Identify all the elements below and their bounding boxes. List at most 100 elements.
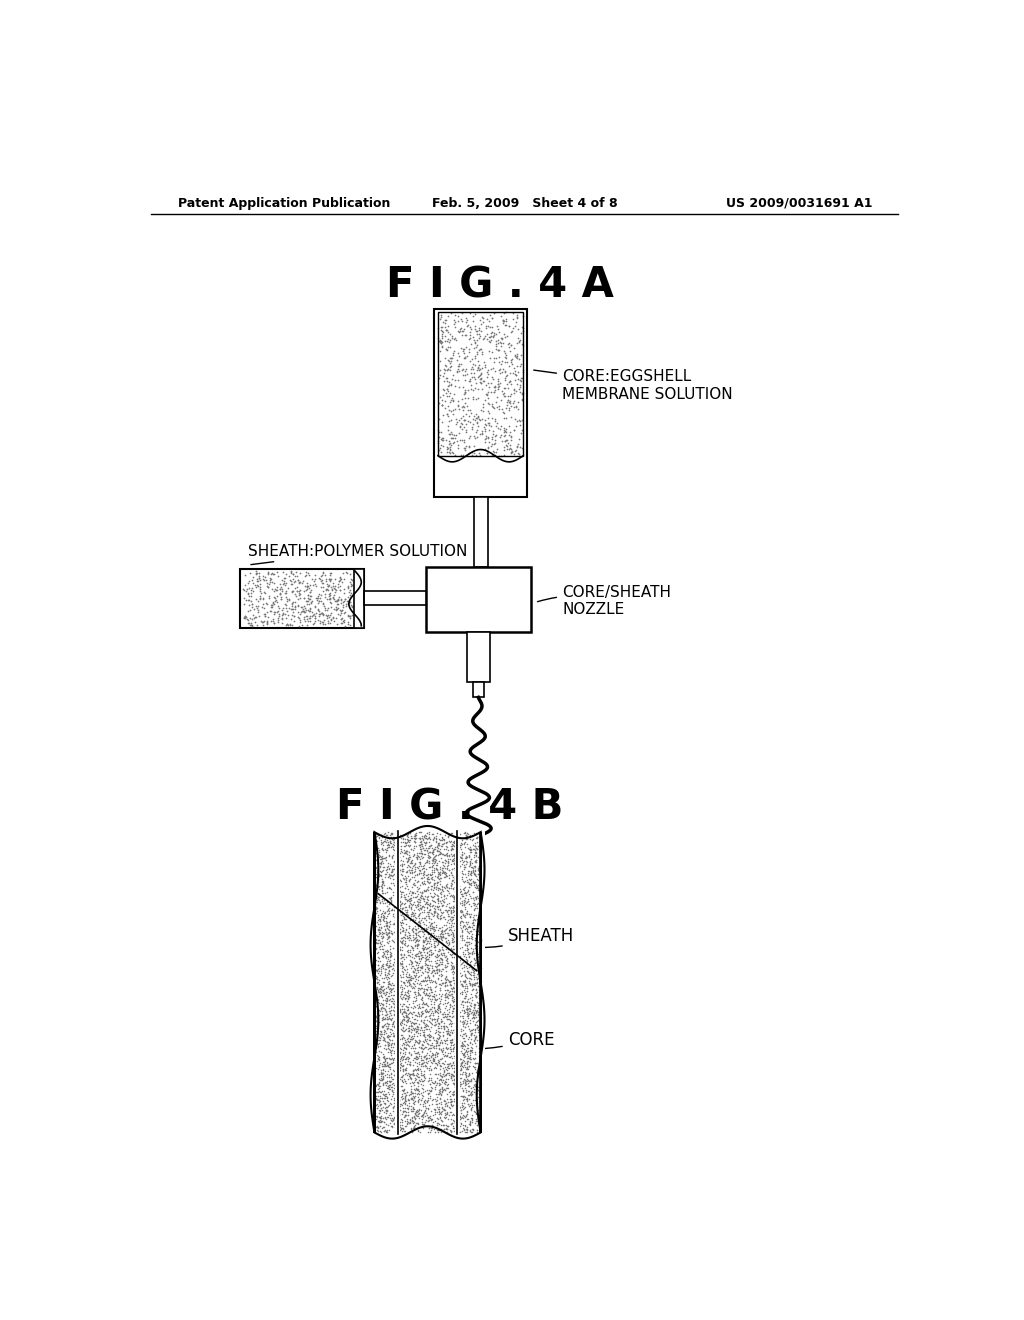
- Point: [435, 895, 452, 916]
- Point: [382, 1010, 398, 1031]
- Point: [401, 966, 418, 987]
- Point: [461, 933, 477, 954]
- Point: [377, 1106, 393, 1127]
- Point: [475, 393, 492, 414]
- Point: [466, 855, 482, 876]
- Point: [377, 1107, 393, 1129]
- Point: [454, 325, 470, 346]
- Point: [384, 1085, 400, 1106]
- Point: [446, 1073, 463, 1094]
- Point: [371, 1022, 387, 1043]
- Point: [394, 867, 411, 888]
- Point: [368, 932, 384, 953]
- Point: [389, 833, 406, 854]
- Point: [443, 923, 460, 944]
- Point: [406, 948, 422, 969]
- Point: [421, 826, 437, 847]
- Point: [457, 857, 473, 878]
- Point: [422, 1081, 438, 1102]
- Point: [378, 1102, 394, 1123]
- Point: [431, 830, 447, 851]
- Point: [419, 1105, 435, 1126]
- Point: [459, 396, 475, 417]
- Point: [471, 1084, 487, 1105]
- Point: [387, 1115, 403, 1137]
- Point: [451, 422, 467, 444]
- Point: [370, 1121, 386, 1142]
- Point: [466, 969, 482, 990]
- Point: [380, 891, 396, 912]
- Point: [404, 1063, 421, 1084]
- Point: [447, 376, 464, 397]
- Point: [499, 351, 515, 372]
- Point: [397, 1006, 414, 1027]
- Point: [412, 1023, 428, 1044]
- Point: [250, 595, 266, 616]
- Point: [478, 414, 495, 436]
- Point: [457, 381, 473, 403]
- Point: [408, 908, 424, 929]
- Point: [379, 1097, 395, 1118]
- Point: [400, 859, 417, 880]
- Point: [447, 1045, 464, 1067]
- Point: [414, 843, 430, 865]
- Point: [438, 1106, 455, 1127]
- Point: [432, 925, 449, 946]
- Point: [278, 573, 294, 594]
- Point: [410, 1080, 426, 1101]
- Point: [317, 568, 334, 589]
- Point: [425, 850, 441, 871]
- Point: [399, 834, 416, 855]
- Point: [386, 834, 402, 855]
- Point: [431, 1018, 447, 1039]
- Point: [457, 975, 473, 997]
- Point: [399, 829, 416, 850]
- Point: [404, 1118, 421, 1139]
- Point: [299, 587, 315, 609]
- Point: [386, 949, 402, 970]
- Point: [298, 599, 314, 620]
- Point: [379, 1107, 395, 1129]
- Point: [413, 1016, 429, 1038]
- Point: [449, 923, 465, 944]
- Point: [483, 330, 500, 351]
- Point: [394, 882, 411, 903]
- Point: [451, 1043, 467, 1064]
- Point: [441, 886, 458, 907]
- Point: [377, 1084, 393, 1105]
- Point: [384, 1048, 400, 1069]
- Point: [424, 842, 440, 863]
- Point: [452, 836, 468, 857]
- Point: [429, 1068, 445, 1089]
- Point: [375, 1056, 391, 1077]
- Point: [375, 1063, 391, 1084]
- Point: [416, 1065, 432, 1086]
- Point: [484, 358, 501, 379]
- Point: [415, 1093, 431, 1114]
- Point: [425, 1044, 441, 1065]
- Point: [440, 1056, 457, 1077]
- Point: [319, 605, 336, 626]
- Point: [398, 1003, 415, 1024]
- Point: [420, 1034, 436, 1055]
- Point: [367, 962, 383, 983]
- Point: [439, 359, 456, 380]
- Point: [430, 968, 446, 989]
- Point: [400, 985, 417, 1006]
- Point: [463, 1100, 479, 1121]
- Point: [422, 841, 438, 862]
- Point: [422, 846, 438, 867]
- Point: [396, 921, 413, 942]
- Point: [332, 569, 348, 590]
- Point: [265, 603, 282, 624]
- Point: [440, 1065, 457, 1086]
- Point: [445, 866, 462, 887]
- Point: [404, 1003, 421, 1024]
- Point: [397, 974, 414, 995]
- Point: [428, 1019, 444, 1040]
- Point: [375, 1082, 391, 1104]
- Point: [438, 884, 455, 906]
- Point: [395, 1088, 412, 1109]
- Point: [432, 1031, 449, 1052]
- Point: [378, 1031, 394, 1052]
